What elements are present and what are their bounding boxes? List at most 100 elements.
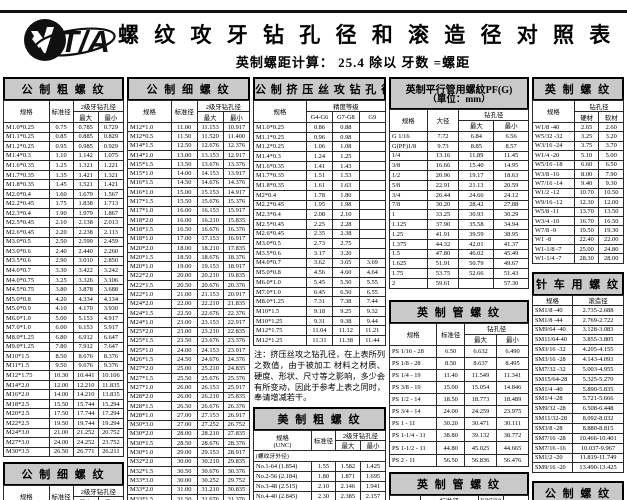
value-cell: 6.55 — [358, 286, 387, 298]
section-title-sewing: 针 车 用 螺 纹 — [532, 271, 624, 296]
value-cell: 12.30 — [573, 197, 600, 208]
value-cell: 7.31 — [305, 296, 334, 308]
spec-cell: 1/2 — [389, 170, 428, 181]
spec-cell: W1/4 -20 — [532, 150, 575, 161]
value-cell: 27.00 — [170, 419, 198, 430]
value-cell: 3.128-3.083 — [572, 324, 624, 336]
table-row: PS 1/8 - 28 8.50 8.637 8.495 — [388, 356, 529, 370]
table-row: M1.7*0.35 1.51 1.53 — [253, 170, 387, 182]
value-cell: 3.30 — [48, 265, 74, 276]
spec-cell: M10*1.5 — [3, 351, 50, 362]
value-cell: 15.00 — [436, 380, 466, 395]
table-head: 规格 标准径 2级牙钻孔径 最大 最小 — [127, 100, 251, 123]
value-cell: 15.054 — [464, 380, 498, 395]
spec-cell: M11*1.5 — [3, 360, 50, 372]
value-cell: 9.25 — [332, 306, 360, 317]
table-row: M4.0*0.75 3.25 3.326 3.106 — [3, 274, 125, 286]
table-row: M25*2.0 23.00 23.210 22.835 — [127, 326, 251, 337]
value-cell: 11.45 — [493, 150, 529, 162]
value-cell: 25.50 — [170, 372, 198, 384]
table-head: 规格 精度等级 G4-G6 G7-G8 G9 — [253, 100, 387, 123]
value-cell: 19.153 — [196, 261, 224, 272]
value-cell: 8.50 — [436, 356, 466, 370]
table-row: W7/8 -9 19.50 19.30 — [532, 225, 624, 236]
value-cell: 22.376 — [222, 307, 251, 319]
col-header-min: 最小 — [222, 111, 251, 123]
value-cell: 22.00 — [170, 298, 198, 309]
value-cell: 2.440 — [72, 246, 99, 257]
col-header-min: 最小 — [97, 496, 125, 500]
spec-cell: G(PF)1/8 — [389, 140, 428, 152]
metric-coarse-table: 规格 标准径 2级牙钻孔径 最大 最小 M1.0*0.25 0.75 0.785 0.… — [3, 100, 125, 458]
value-cell: 26.50 — [170, 400, 198, 412]
value-cell: 4.60 — [332, 267, 360, 278]
value-cell: 2.013 — [97, 217, 125, 228]
value-cell: 51.91 — [426, 258, 460, 270]
value-cell: 1.421 — [97, 179, 125, 190]
table-row: SM9/64 -40 3.128-3.083 — [531, 324, 624, 336]
value-cell: 22.210 — [196, 298, 224, 309]
forming-note: 注：挤压丝攻之钻孔径，在上表所列之数值，由于被加工 材料之材质、硬度、形状、尺寸… — [254, 349, 386, 403]
value-cell: 31.50 — [170, 493, 198, 500]
value-cell: 11.00 — [170, 121, 198, 133]
value-cell: 18.50 — [436, 393, 466, 407]
value-cell: 18.210 — [196, 242, 224, 254]
table-body: M12*1.0 11.00 11.153 10.917 M12*0.5 11.50 11.5… — [127, 121, 251, 500]
spec-cell: M33*1.5 — [127, 493, 172, 500]
table-row: PS 1-1/2 - 11 44.80 45.025 44.665 — [388, 441, 529, 455]
table-row: M2.2*0.45 1.95 1.98 — [253, 199, 387, 211]
value-cell: 28.210 — [196, 428, 224, 440]
spec-cell: M3.5*0.6 — [3, 255, 50, 267]
value-cell: 26.211 — [97, 446, 125, 458]
value-cell: 21.13 — [458, 179, 495, 191]
spec-cell: M22*1.0 — [127, 289, 172, 300]
section-title-pf: 英制平行管用螺紋PF(G) （單位：mm） — [389, 77, 529, 110]
value-cell: 30.20 — [436, 417, 466, 431]
spec-cell: M24*2.0 — [127, 298, 172, 309]
value-cell: 14.210 — [72, 389, 99, 400]
table-row: M6.0*1.0 5.00 5.153 4.917 — [3, 312, 125, 324]
table-row: M3.0*0.5 2.73 2.75 — [253, 238, 387, 249]
value-cell: 16.70 — [573, 215, 600, 227]
value-cell: 30.835 — [222, 484, 251, 495]
table-row: M22*1.0 21.00 21.153 20.917 — [127, 289, 251, 300]
spec-cell: M2.2*0.45 — [3, 198, 50, 209]
value-cell: 3.326 — [72, 274, 99, 286]
spec-cell: 1/4 — [389, 150, 428, 162]
value-cell: 5.10 — [573, 150, 600, 161]
spec-cell: SM9/32 -28 — [531, 403, 574, 415]
value-cell: 19.17 — [458, 170, 495, 181]
table-body: G 1/16 7.72 6.84 6.56 G(PF)1/8 9.73 8.85 8.57 1/… — [389, 130, 529, 289]
col-header-max: 最大 — [464, 333, 498, 346]
value-cell: 7.44 — [358, 296, 387, 308]
table-row: M5.0*0.8 4.20 4.334 4.134 — [3, 293, 125, 305]
table-row: M2.2*0.45 1.75 1.838 1.713 — [3, 198, 125, 209]
table-row: M30*2.0 28.00 28.210 27.835 — [127, 428, 251, 440]
value-cell: 49.67 — [493, 258, 529, 270]
value-cell: 27.252 — [196, 419, 224, 430]
spec-cell: M27*1.5 — [127, 372, 172, 384]
table-row: SM7/32 -32 5.003-4.955 — [531, 363, 624, 375]
value-cell: 30.29 — [493, 209, 529, 221]
col-header-spec: 规格 — [3, 100, 50, 123]
value-cell: 8.376 — [97, 351, 125, 362]
spec-cell: PS 1-1/2 - 11 — [388, 441, 438, 455]
spec-cell: M25*1.0 — [127, 345, 172, 356]
value-cell: 9.50 — [48, 360, 74, 372]
value-cell: 9.44 — [358, 315, 387, 327]
spec-cell: 5/8 — [389, 179, 428, 191]
value-cell: 6.80 — [48, 332, 74, 343]
value-cell: 11.520 — [196, 131, 224, 142]
value-cell — [358, 209, 387, 220]
table-row: M20*1.0 19.00 19.153 18.917 — [127, 261, 251, 272]
table-row: SM1/4 -28 5.721-5.666 — [531, 393, 624, 405]
spec-cell: M1.6*0.35 — [253, 160, 307, 172]
spec-label: 规格 — [276, 434, 289, 442]
spec-cell: 7/8 — [389, 199, 428, 211]
value-cell: 0.929 — [97, 141, 125, 152]
value-cell: 16.376 — [222, 224, 251, 235]
value-cell: 26.50 — [48, 446, 74, 458]
spec-cell: M6.0*1.0 — [253, 277, 307, 288]
spec-cell: M1.6*0.35 — [3, 160, 50, 171]
spec-cell: M28*2.0 — [127, 391, 172, 402]
